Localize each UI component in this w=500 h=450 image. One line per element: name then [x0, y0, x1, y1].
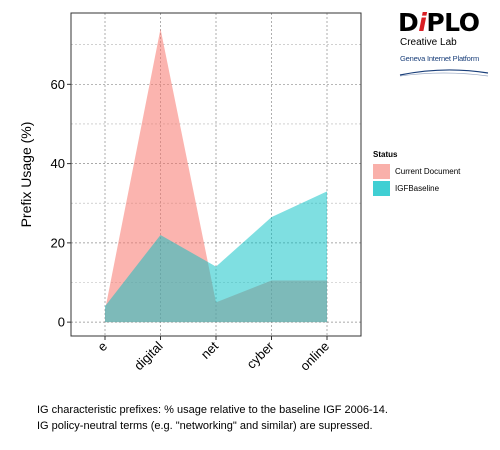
caption: IG characteristic prefixes: % usage rela… [37, 402, 388, 434]
y-tick-label: 60 [51, 77, 65, 92]
data-point [326, 191, 328, 193]
y-tick-label: 20 [51, 235, 65, 250]
legend-key-current-document [373, 164, 390, 179]
legend-item-igfbaseline: IGFBaseline [373, 180, 460, 197]
x-tick-label: digital [131, 338, 166, 373]
data-point [104, 305, 106, 307]
data-point [215, 302, 217, 304]
caption-line-1: IG characteristic prefixes: % usage rela… [37, 404, 388, 416]
x-tick-label: cyber [244, 338, 278, 372]
data-point [104, 309, 106, 311]
x-tick-label: online [297, 339, 332, 374]
data-point [271, 280, 273, 282]
legend: Status Current Document IGFBaseline [373, 150, 460, 197]
y-axis-title: Prefix Usage (%) [18, 122, 34, 228]
x-tick-label: net [198, 338, 222, 362]
diplo-logo: DiPLO Creative Lab Geneva Internet Platf… [398, 8, 494, 77]
logo-swoosh-icon [399, 69, 489, 77]
caption-line-2: IG policy-neutral terms (e.g. "networkin… [37, 420, 373, 432]
legend-label-igfbaseline: IGFBaseline [395, 184, 440, 193]
data-point [160, 28, 162, 30]
legend-label-current-document: Current Document [395, 167, 461, 176]
data-point [271, 216, 273, 218]
logo-wordmark: DiPLO [398, 8, 480, 37]
logo-creative-lab: Creative Lab [400, 37, 457, 48]
x-tick-label: e [94, 339, 110, 355]
y-tick-label: 0 [58, 315, 65, 330]
data-point [326, 280, 328, 282]
legend-title: Status [373, 150, 398, 159]
legend-key-igfbaseline [373, 181, 390, 196]
data-point [160, 234, 162, 236]
data-point [215, 266, 217, 268]
legend-item-current-document: Current Document [373, 163, 460, 180]
y-tick-label: 40 [51, 156, 65, 171]
area-igfbaseline [105, 191, 327, 323]
logo-geneva-internet-platform: Geneva Internet Platform [400, 54, 479, 63]
